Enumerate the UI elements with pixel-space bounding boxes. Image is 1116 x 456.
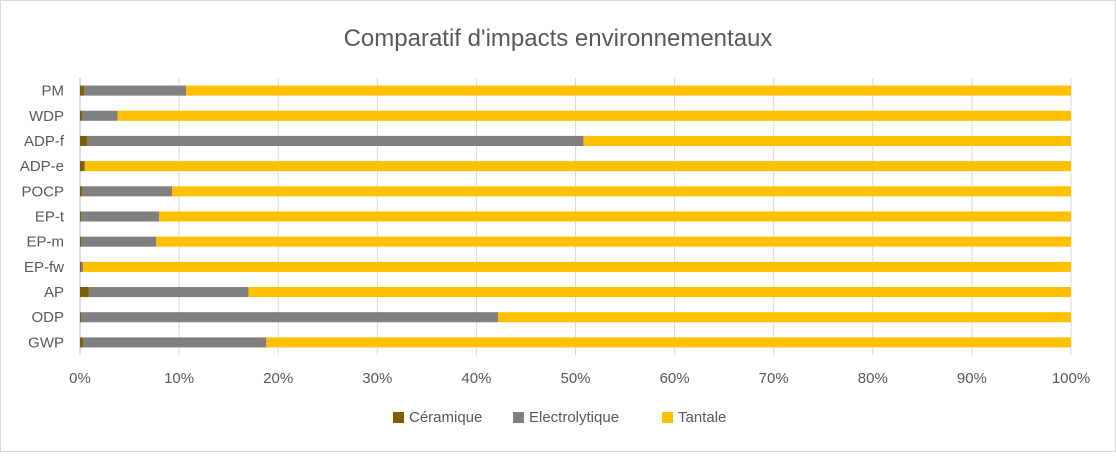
bar-ep-t-ceramique xyxy=(80,211,81,222)
bar-odp-ceramique xyxy=(80,312,81,323)
y-tick-label: EP-m xyxy=(27,234,65,251)
bar-adp-e-ceramique xyxy=(80,161,84,172)
bar-adp-e-tantale xyxy=(84,161,1071,172)
bar-pocp-electrolytique xyxy=(81,186,173,197)
y-tick-label: WDP xyxy=(29,108,64,125)
y-tick-label: ADP-e xyxy=(20,158,64,175)
bar-ap-ceramique xyxy=(80,287,89,298)
y-tick-label: AP xyxy=(44,284,64,301)
bar-wdp-tantale xyxy=(117,110,1071,121)
bar-odp-tantale xyxy=(498,312,1071,323)
bar-wdp-electrolytique xyxy=(81,110,118,121)
bar-ap-electrolytique xyxy=(88,287,249,298)
x-tick-label: 30% xyxy=(362,370,392,387)
legend-swatch xyxy=(513,412,524,423)
bar-ep-fw-tantale xyxy=(82,261,1071,272)
bar-ep-t-electrolytique xyxy=(80,211,160,222)
bar-pm-electrolytique xyxy=(83,85,187,96)
x-tick-label: 50% xyxy=(560,370,590,387)
bar-gwp-ceramique xyxy=(80,337,83,348)
bar-odp-electrolytique xyxy=(80,312,499,323)
y-tick-label: PM xyxy=(42,83,65,100)
bar-ep-m-electrolytique xyxy=(80,236,157,247)
x-tick-label: 10% xyxy=(164,370,194,387)
x-tick-label: 40% xyxy=(461,370,491,387)
legend-label: Tantale xyxy=(678,409,726,426)
y-tick-label: ADP-f xyxy=(24,133,65,150)
x-tick-label: 90% xyxy=(957,370,987,387)
bar-pm-ceramique xyxy=(80,85,84,96)
bar-adp-f-tantale xyxy=(583,135,1071,146)
y-tick-label: EP-fw xyxy=(24,259,64,276)
bar-ap-tantale xyxy=(248,287,1072,298)
bar-ep-t-tantale xyxy=(159,211,1071,222)
x-tick-label: 0% xyxy=(69,370,91,387)
bar-ep-fw-ceramique xyxy=(80,261,81,272)
bar-pocp-ceramique xyxy=(80,186,82,197)
bar-adp-f-ceramique xyxy=(80,135,87,146)
bar-ep-m-ceramique xyxy=(80,236,81,247)
legend: Céramique Electrolytique Tantale xyxy=(393,409,726,426)
x-tick-label: 60% xyxy=(660,370,690,387)
y-tick-label: ODP xyxy=(31,309,64,326)
x-tick-labels: 0% 10% 20% 30% 40% 50% 60% 70% 80% 90% 100% xyxy=(69,370,1090,387)
x-tick-label: 70% xyxy=(759,370,789,387)
bar-adp-f-electrolytique xyxy=(86,135,584,146)
bar-pm-tantale xyxy=(186,85,1072,96)
legend-swatch xyxy=(662,412,673,423)
bar-pocp-tantale xyxy=(172,186,1072,197)
bar-ep-m-tantale xyxy=(156,236,1071,247)
y-tick-label: EP-t xyxy=(35,209,65,226)
bars xyxy=(80,85,1072,348)
y-tick-label: POCP xyxy=(21,183,64,200)
bar-adp-e-electrolytique xyxy=(83,161,85,172)
legend-label: Céramique xyxy=(409,409,482,426)
y-tick-label: GWP xyxy=(28,334,64,351)
x-tick-label: 20% xyxy=(263,370,293,387)
x-tick-label: 80% xyxy=(858,370,888,387)
bar-wdp-ceramique xyxy=(80,110,82,121)
chart-title: Comparatif d'impacts environnementaux xyxy=(344,25,773,52)
y-tick-labels: PM WDP ADP-f ADP-e POCP EP-t EP-m EP-fw AP ODP GWP xyxy=(20,83,65,352)
x-tick-label: 100% xyxy=(1052,370,1090,387)
legend-swatch xyxy=(393,412,404,423)
legend-label: Electrolytique xyxy=(529,409,619,426)
bar-ep-fw-electrolytique xyxy=(80,261,83,272)
bar-gwp-tantale xyxy=(266,337,1072,348)
bar-gwp-electrolytique xyxy=(82,337,267,348)
